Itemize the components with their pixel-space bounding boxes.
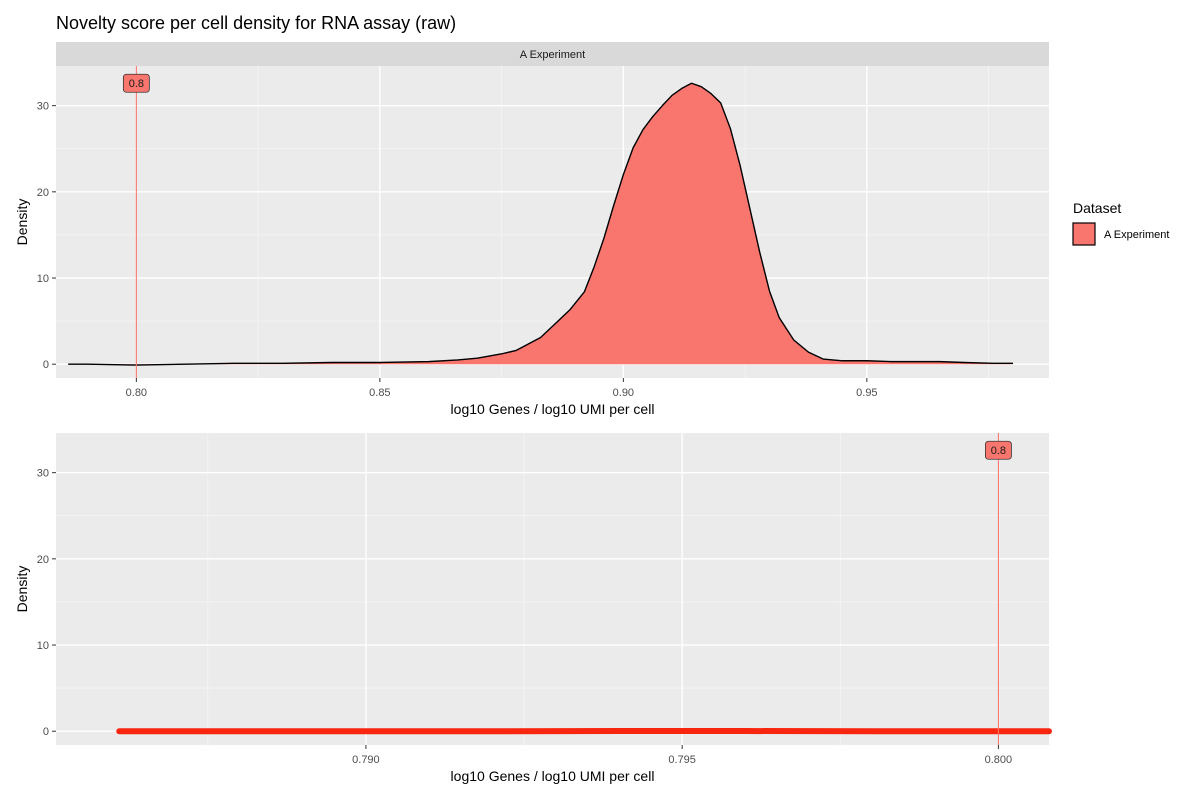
top-panel-marks: 0.8 <box>68 66 1013 378</box>
top-x-tick-label: 0.95 <box>856 387 877 399</box>
facet-strip <box>56 42 1049 66</box>
top-y-tick-label: 0 <box>43 359 49 371</box>
legend-title: Dataset <box>1073 200 1121 216</box>
top-y-axis-title: Density <box>14 199 30 246</box>
top-x-tick-label: 0.85 <box>369 387 390 399</box>
legend-key-swatch <box>1072 222 1096 246</box>
bottom-threshold-label-box <box>985 440 1012 460</box>
bottom-y-tick-label: 0 <box>43 726 49 738</box>
top-y-tick-label: 30 <box>37 101 49 113</box>
density-outline-a-experiment <box>68 82 1013 366</box>
top-threshold-label: 0.8 <box>129 78 144 90</box>
bottom-y-tick-label: 10 <box>37 640 49 652</box>
bottom-y-axis-title: Density <box>14 566 30 613</box>
bottom-panel-ticks: 0.790 0.795 0.800 0 10 20 30 <box>37 468 1012 766</box>
bottom-panel: 0.8 0.790 0.795 0.800 0 10 20 30 <box>37 433 1052 766</box>
legend: Dataset A Experiment <box>1072 200 1169 246</box>
legend-item-label: A Experiment <box>1104 229 1169 241</box>
top-panel: 0.8 0.80 0.85 0.90 0.95 0 10 20 30 <box>37 66 1049 399</box>
top-y-tick-label: 10 <box>37 273 49 285</box>
bottom-panel-marks: 0.8 <box>116 433 1052 745</box>
top-x-axis-title: log10 Genes / log10 UMI per cell <box>451 401 655 417</box>
top-y-tick-label: 20 <box>37 187 49 199</box>
top-x-tick-label: 0.80 <box>126 387 147 399</box>
bottom-x-tick-label: 0.800 <box>985 754 1013 766</box>
chart-title: Novelty score per cell density for RNA a… <box>56 13 456 33</box>
bottom-y-tick-label: 20 <box>37 554 49 566</box>
bottom-x-tick-label: 0.790 <box>352 754 380 766</box>
bottom-y-tick-label: 30 <box>37 468 49 480</box>
top-panel-ticks: 0.80 0.85 0.90 0.95 0 10 20 30 <box>37 101 878 399</box>
bottom-panel-background <box>56 433 1049 745</box>
bottom-x-tick-label: 0.795 <box>668 754 696 766</box>
bottom-x-axis-title: log10 Genes / log10 UMI per cell <box>451 768 655 784</box>
top-threshold-label-box <box>122 73 150 93</box>
bottom-threshold-label: 0.8 <box>991 445 1006 457</box>
top-x-tick-label: 0.90 <box>613 387 634 399</box>
facet-strip-label: A Experiment <box>520 49 585 61</box>
